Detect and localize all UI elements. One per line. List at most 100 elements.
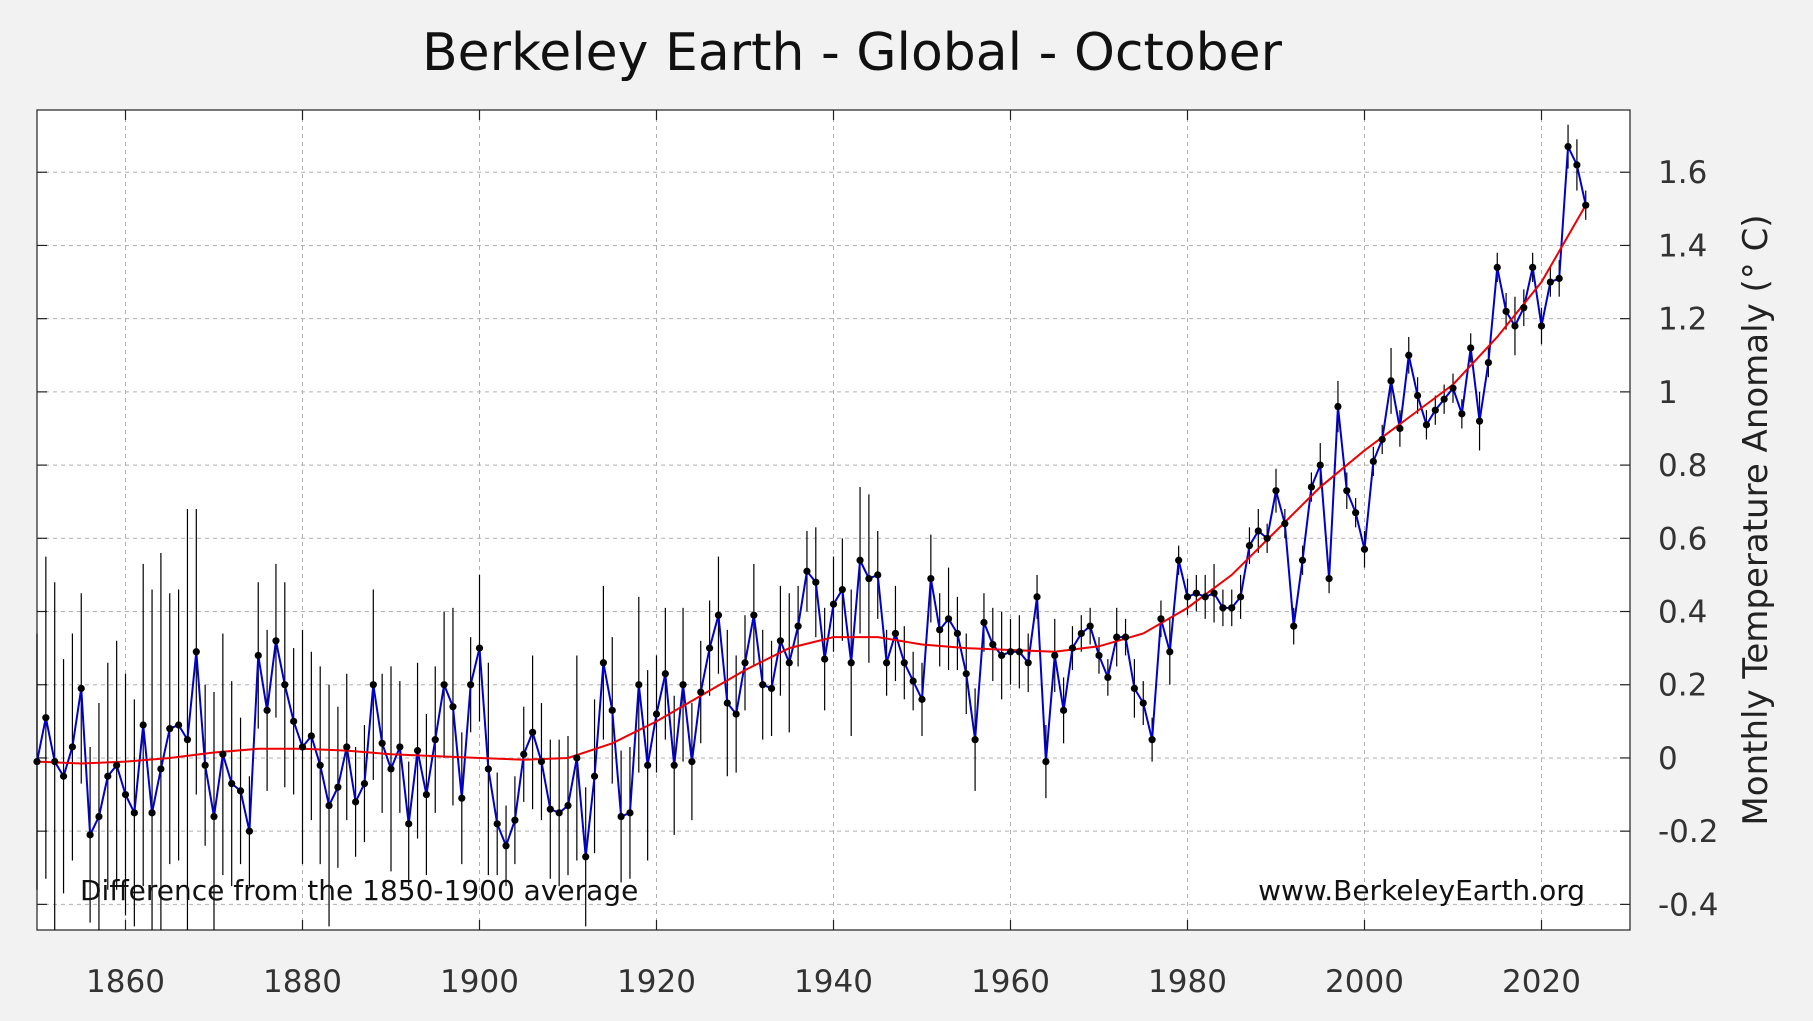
data-point xyxy=(1051,651,1059,660)
data-point xyxy=(1263,534,1271,542)
data-point xyxy=(219,750,227,758)
data-point xyxy=(812,578,820,586)
data-point xyxy=(537,758,546,766)
y-axis-label: Monthly Temperature Anomaly (° C) xyxy=(1736,214,1776,825)
data-point xyxy=(599,659,608,667)
data-point xyxy=(254,651,262,660)
data-point xyxy=(334,783,342,791)
data-point xyxy=(582,853,590,861)
data-point xyxy=(511,816,519,824)
data-point xyxy=(962,670,970,678)
data-point xyxy=(148,809,156,817)
data-point xyxy=(236,787,245,795)
data-point xyxy=(794,622,802,630)
y-tick-label: 0.8 xyxy=(1658,448,1707,484)
data-point xyxy=(785,659,793,667)
data-point xyxy=(378,739,386,747)
data-point xyxy=(564,801,572,810)
data-point xyxy=(245,827,253,835)
y-tick-label: 0.6 xyxy=(1658,521,1707,557)
data-point xyxy=(1378,435,1386,444)
data-point xyxy=(1493,263,1501,272)
data-point xyxy=(1440,395,1448,403)
data-point xyxy=(1104,673,1112,682)
data-point xyxy=(776,637,785,645)
data-point xyxy=(1520,304,1528,312)
data-point xyxy=(652,710,661,718)
data-point xyxy=(1272,487,1280,495)
data-point xyxy=(493,820,501,828)
series-lines xyxy=(36,142,1587,857)
data-point xyxy=(1024,659,1032,667)
data-point xyxy=(555,809,563,817)
data-point xyxy=(431,736,439,744)
data-point xyxy=(1006,648,1015,656)
data-point xyxy=(608,706,616,714)
x-tick-label: 1960 xyxy=(971,964,1050,1000)
data-points xyxy=(33,143,1590,861)
data-point xyxy=(1511,322,1519,330)
x-tick-label: 2000 xyxy=(1325,964,1404,1000)
y-tick-label: -0.2 xyxy=(1658,814,1719,850)
data-point xyxy=(1245,542,1254,550)
data-point xyxy=(1095,651,1103,660)
data-point xyxy=(953,629,962,638)
data-point xyxy=(422,790,430,799)
data-point xyxy=(405,820,413,828)
data-point xyxy=(767,684,776,692)
data-point xyxy=(670,761,678,769)
data-point xyxy=(838,585,846,594)
data-point xyxy=(307,732,315,740)
data-point xyxy=(661,670,669,678)
source-url: www.BerkeleyEarth.org xyxy=(1258,874,1585,907)
data-point xyxy=(157,765,165,773)
data-point xyxy=(847,659,855,667)
x-tick-label: 1940 xyxy=(794,964,873,1000)
data-point xyxy=(1157,615,1165,623)
data-point xyxy=(113,761,121,769)
data-point xyxy=(944,615,953,623)
data-point xyxy=(387,765,395,773)
data-point xyxy=(325,801,333,810)
x-tick-label: 1860 xyxy=(86,964,165,1000)
y-tick-label: 1.6 xyxy=(1658,155,1707,191)
data-point xyxy=(590,772,599,780)
data-point xyxy=(900,659,908,667)
data-point xyxy=(520,750,528,758)
data-point xyxy=(1414,391,1422,400)
data-point xyxy=(714,611,723,619)
data-point xyxy=(741,659,749,667)
data-point xyxy=(121,790,130,799)
data-point xyxy=(1219,604,1227,612)
data-point xyxy=(971,736,979,744)
x-tick-label: 1880 xyxy=(263,964,342,1000)
data-point xyxy=(529,728,537,736)
x-axis-ticks: 1860 1880 1900 1920 1940 1960 1980 2000 2020 xyxy=(86,110,1581,1000)
data-point xyxy=(723,699,731,707)
data-point xyxy=(1555,274,1563,282)
data-point xyxy=(1183,593,1192,601)
data-point xyxy=(1121,633,1130,641)
data-point xyxy=(343,743,351,751)
data-point xyxy=(1068,644,1077,652)
data-point xyxy=(874,571,882,579)
data-point xyxy=(360,779,369,788)
data-point xyxy=(1077,629,1085,638)
y-tick-label: 1.4 xyxy=(1658,228,1707,264)
data-point xyxy=(927,574,935,583)
data-point xyxy=(192,648,200,656)
data-point xyxy=(573,754,581,762)
data-point xyxy=(440,681,448,689)
data-point xyxy=(1175,556,1183,564)
data-point xyxy=(166,725,174,733)
data-point xyxy=(1475,417,1484,425)
data-point xyxy=(86,831,94,839)
data-point xyxy=(732,710,740,718)
data-point xyxy=(1564,143,1572,151)
data-point xyxy=(936,626,944,634)
data-point xyxy=(396,743,404,751)
data-point xyxy=(1042,758,1050,766)
data-point xyxy=(1201,593,1209,601)
data-point xyxy=(1307,483,1315,491)
data-point xyxy=(1298,556,1307,564)
